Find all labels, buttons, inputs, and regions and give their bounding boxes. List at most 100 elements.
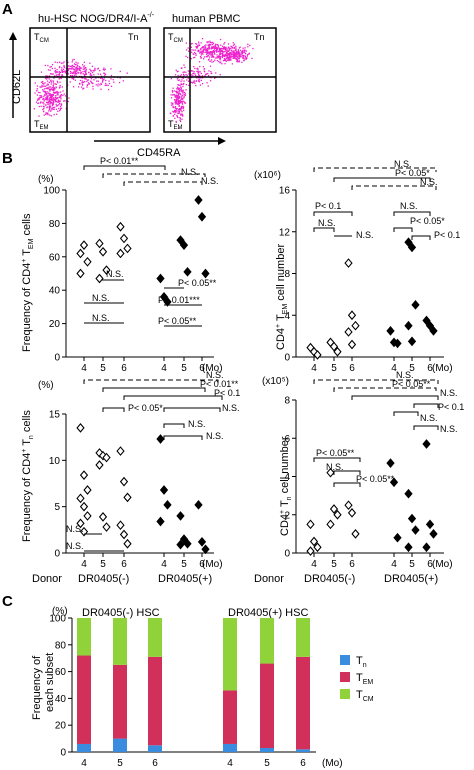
flow-event-dot: [52, 81, 55, 83]
chart-tem-count: (x10⁶) CD4+ TEM cell number 0 4 8 12 16 4 5 6 4 5…: [254, 159, 460, 374]
b1-ann-p001b: P< 0.01***: [158, 295, 200, 305]
bar-segment-tem: [223, 690, 237, 744]
flow-event-dot: [53, 108, 55, 110]
flow-event-dot: [172, 103, 174, 105]
b2-ann-p005: P< 0.05*: [395, 168, 430, 178]
flow-event-dot: [49, 89, 51, 91]
flow-event-dot: [228, 55, 231, 57]
flow-event-dot: [229, 59, 231, 61]
data-point-filled-diamond: [422, 315, 431, 326]
flow-event-dot: [58, 107, 60, 110]
flow-event-dot: [43, 114, 45, 116]
flow-event-dot: [209, 52, 211, 55]
flow-event-dot: [50, 88, 52, 91]
flow-event-dot: [55, 103, 57, 105]
data-point-filled-diamond: [404, 542, 413, 553]
flow-event-dot: [61, 70, 63, 72]
flow-event-dot: [59, 61, 61, 63]
flow-event-dot: [62, 62, 64, 64]
flow-event-dot: [240, 53, 242, 55]
flow-event-dot: [46, 97, 49, 99]
flow-event-dot: [58, 87, 61, 89]
flow-event-dot: [226, 52, 228, 54]
flow-event-dot: [52, 94, 54, 96]
flow-event-dot: [176, 91, 178, 93]
b3-ann-p005: P< 0.05*: [128, 403, 163, 413]
data-point-open-diamond: [309, 346, 319, 357]
flow-event-dot: [207, 52, 209, 55]
data-point-open-diamond: [344, 500, 353, 511]
flow-event-dot: [103, 72, 106, 74]
data-point-filled-diamond: [393, 338, 402, 349]
flow-event-dot: [40, 101, 42, 103]
flow-event-dot: [208, 43, 211, 46]
flow-event-dot: [206, 53, 208, 56]
flow-event-dot: [224, 63, 226, 65]
flow-event-dot: [48, 98, 50, 100]
flow-event-dot: [179, 109, 181, 111]
flow-event-dot: [58, 73, 61, 75]
flow-event-dot: [174, 95, 176, 97]
legend-swatch: [340, 689, 350, 699]
flow-event-dot: [213, 48, 215, 50]
data-point-filled-diamond: [159, 292, 169, 302]
flow-event-dot: [42, 80, 44, 83]
data-point-filled-diamond: [411, 299, 420, 310]
bar-segment-tcm: [260, 618, 274, 664]
data-point-filled-diamond: [156, 516, 165, 527]
flow-event-dot: [49, 114, 51, 116]
flow-event-dot: [235, 53, 237, 55]
flow-event-dot: [232, 56, 234, 58]
flow-event-dot: [70, 71, 72, 73]
data-point-filled-diamond: [156, 434, 165, 444]
flow-event-dot: [62, 94, 64, 97]
flow-event-dot: [58, 67, 61, 69]
data-point-open-diamond: [76, 248, 85, 259]
flow-event-dot: [64, 72, 66, 74]
flow-event-dot: [173, 111, 175, 113]
flow-event-dot: [49, 100, 51, 102]
flow-event-dot: [181, 101, 183, 103]
flow-event-dot: [231, 51, 233, 53]
flow-event-dot: [174, 106, 177, 108]
flow-event-dot: [181, 67, 183, 69]
flow-event-dot: [51, 64, 54, 66]
flow-event-dot: [58, 104, 60, 106]
data-point-filled-diamond: [197, 211, 207, 222]
flow-event-dot: [84, 74, 86, 76]
bar-segment-tn: [223, 743, 237, 752]
flow-event-dot: [36, 88, 38, 90]
flow-event-dot: [199, 52, 201, 54]
flow-event-dot: [243, 49, 245, 51]
b2-x-tick-label: 4: [391, 363, 397, 374]
flow-event-dot: [53, 101, 55, 103]
flow-event-dot: [180, 98, 183, 100]
flow-event-dot: [235, 58, 237, 60]
flow-event-dot: [43, 110, 45, 112]
flow-event-dot: [199, 51, 202, 53]
flow-event-dot: [175, 103, 177, 105]
flow-event-dot: [177, 94, 180, 96]
flow-event-dot: [54, 83, 56, 85]
flow-event-dot: [90, 70, 92, 72]
flow-event-dot: [176, 71, 178, 73]
flow-event-dot: [64, 70, 67, 72]
flow-event-dot: [46, 91, 49, 93]
flow-event-dot: [210, 54, 212, 56]
flow-event-dot: [218, 47, 220, 49]
flow-event-dot: [61, 67, 63, 69]
flow-event-dot: [197, 68, 199, 70]
flow-event-dot: [87, 79, 89, 81]
flow-event-dot: [186, 74, 188, 77]
b2-x-tick-label: 6: [349, 363, 355, 374]
b2-mo-label: (Mo): [432, 363, 453, 374]
flow-event-dot: [200, 42, 202, 44]
b1-x-tick-label: 5: [181, 363, 187, 374]
flow-event-dot: [175, 94, 177, 96]
flow-event-dot: [209, 48, 211, 50]
flow-event-dot: [208, 41, 210, 43]
flow-event-dot: [74, 74, 76, 76]
flow-event-dot: [211, 47, 213, 50]
flow-event-dot: [252, 47, 254, 50]
flow-event-dot: [233, 52, 235, 54]
